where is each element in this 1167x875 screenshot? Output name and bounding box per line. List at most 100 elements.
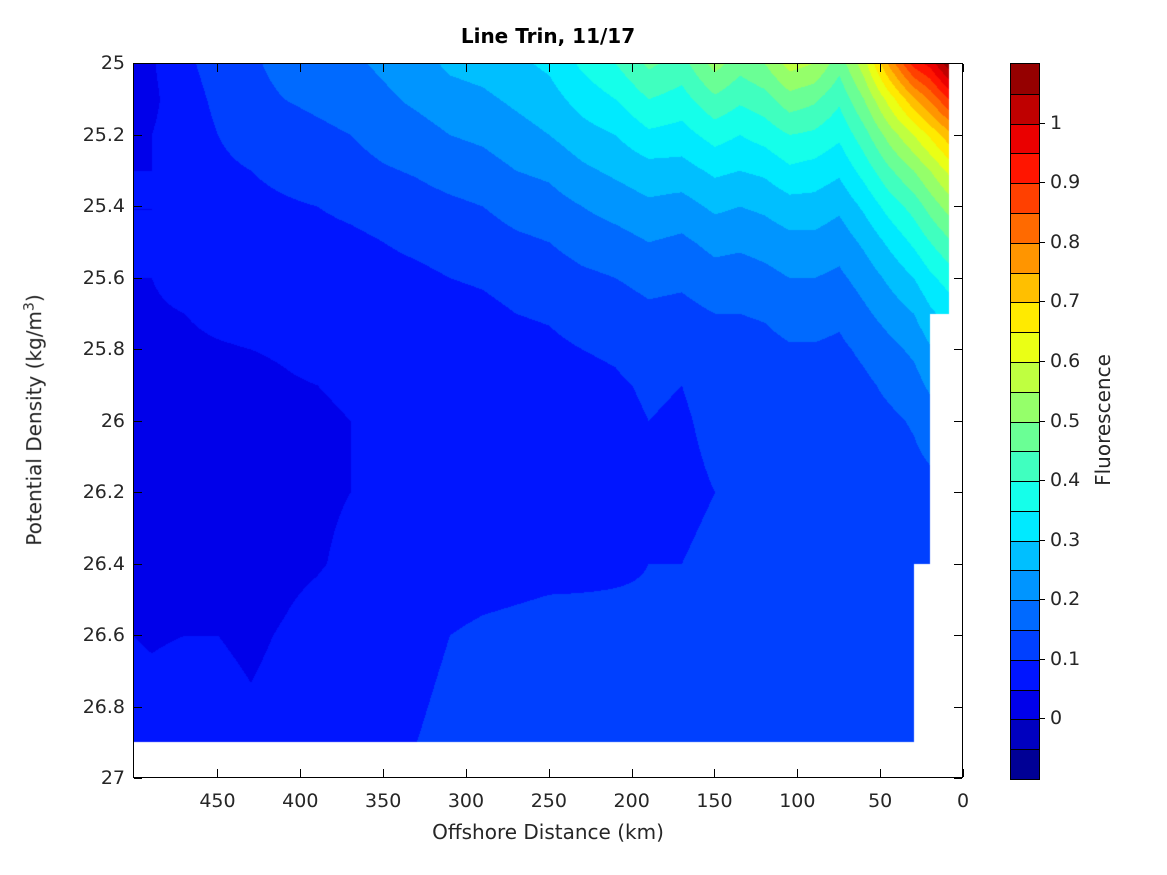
y-tick-label: 27 (100, 767, 125, 789)
x-tick-mark-top (465, 64, 467, 72)
colorbar-level-line (1011, 600, 1039, 601)
colorbar-level-line (1011, 660, 1039, 661)
y-tick-mark-right (954, 134, 962, 136)
x-tick-label: 0 (956, 790, 970, 812)
y-axis-label-text: Potential Density (kg/m (22, 311, 47, 546)
x-tick-mark (631, 769, 633, 777)
x-tick-mark (383, 769, 385, 777)
x-tick-mark-top (217, 64, 219, 72)
colorbar-level-line (1011, 451, 1039, 452)
x-tick-label: 150 (696, 790, 733, 812)
colorbar-tick-mark (1039, 241, 1045, 243)
colorbar-level-line (1011, 690, 1039, 691)
colorbar-tick-mark (1039, 360, 1045, 362)
y-tick-mark (134, 563, 142, 565)
x-tick-label: 250 (530, 790, 567, 812)
x-tick-mark-top (300, 64, 302, 72)
y-tick-mark (134, 277, 142, 279)
colorbar-level-line (1011, 213, 1039, 214)
colorbar-level-line (1011, 362, 1039, 363)
x-tick-label: 100 (779, 790, 816, 812)
contour-plot-canvas (133, 63, 963, 778)
colorbar-label: Fluorescence (1091, 354, 1115, 486)
colorbar-segment (1011, 362, 1039, 392)
colorbar-tick-mark (1039, 122, 1045, 124)
x-axis-label: Offshore Distance (km) (432, 820, 664, 844)
colorbar-segment (1011, 630, 1039, 660)
y-tick-label: 26.4 (82, 552, 125, 575)
x-tick-mark-top (548, 64, 550, 72)
colorbar-segment (1011, 690, 1039, 719)
x-tick-mark-top (797, 64, 799, 72)
x-tick-label: 400 (282, 790, 319, 812)
y-tick-mark-right (954, 635, 962, 636)
colorbar-tick-label: 0.1 (1050, 647, 1081, 670)
y-tick-mark-right (954, 349, 962, 350)
x-tick-mark (880, 769, 882, 777)
colorbar-level-line (1011, 392, 1039, 393)
y-tick-label: 26.2 (82, 481, 125, 503)
colorbar-segment (1011, 570, 1039, 600)
y-tick-mark (134, 134, 142, 136)
colorbar-level-line (1011, 422, 1039, 423)
colorbar-segment (1011, 422, 1039, 451)
y-tick-mark-right (954, 706, 962, 708)
y-tick-mark-right (954, 492, 962, 493)
y-tick-mark (134, 635, 142, 636)
colorbar-level-line (1011, 570, 1039, 571)
x-tick-mark-top (383, 64, 385, 72)
y-tick-mark (134, 420, 142, 422)
colorbar-tick-label: 0.8 (1050, 230, 1081, 253)
colorbar (1010, 63, 1040, 780)
colorbar-tick-label: 0.4 (1050, 469, 1081, 492)
colorbar-segment (1011, 660, 1039, 690)
y-tick-label: 25.6 (82, 266, 125, 289)
y-tick-mark (134, 706, 142, 708)
colorbar-tick-mark (1039, 182, 1045, 184)
x-tick-mark-top (714, 64, 716, 72)
y-axis-label-close-paren: ) (22, 294, 47, 303)
colorbar-level-line (1011, 183, 1039, 184)
colorbar-segment (1011, 213, 1039, 243)
colorbar-segment (1011, 511, 1039, 541)
colorbar-tick-mark (1039, 301, 1045, 303)
colorbar-tick-mark (1039, 599, 1045, 601)
colorbar-segment (1011, 273, 1039, 302)
colorbar-segment (1011, 719, 1039, 749)
x-tick-mark (548, 769, 550, 777)
colorbar-segment (1011, 749, 1039, 779)
colorbar-level-line (1011, 243, 1039, 244)
colorbar-tick-label: 0.7 (1050, 290, 1081, 313)
y-tick-label: 25.8 (82, 338, 125, 360)
colorbar-level-line (1011, 153, 1039, 154)
x-tick-label: 300 (447, 790, 485, 812)
x-tick-label: 450 (199, 790, 236, 812)
y-tick-mark-right (954, 563, 962, 565)
colorbar-segment (1011, 124, 1039, 153)
y-tick-label: 26 (100, 409, 125, 432)
colorbar-tick-mark (1039, 480, 1045, 482)
y-tick-label: 25 (100, 52, 125, 74)
colorbar-segment (1011, 64, 1039, 94)
colorbar-level-line (1011, 94, 1039, 95)
colorbar-level-line (1011, 302, 1039, 303)
x-tick-mark (465, 769, 467, 777)
colorbar-tick-label: 0 (1050, 707, 1063, 730)
x-tick-mark (217, 769, 219, 777)
colorbar-level-line (1011, 273, 1039, 274)
colorbar-tick-mark (1039, 658, 1045, 660)
colorbar-segment (1011, 332, 1039, 362)
y-tick-mark (134, 206, 142, 207)
x-tick-mark-top (880, 64, 882, 72)
colorbar-tick-label: 0.9 (1050, 171, 1081, 194)
colorbar-level-line (1011, 541, 1039, 542)
colorbar-tick-label: 0.2 (1050, 588, 1081, 611)
y-tick-mark (134, 778, 142, 779)
colorbar-level-line (1011, 511, 1039, 512)
x-tick-mark-top (631, 64, 633, 72)
y-tick-label: 25.4 (82, 195, 125, 217)
colorbar-segment (1011, 243, 1039, 273)
colorbar-level-line (1011, 719, 1039, 720)
colorbar-tick-label: 0.6 (1050, 349, 1081, 372)
axes-border (133, 63, 963, 778)
